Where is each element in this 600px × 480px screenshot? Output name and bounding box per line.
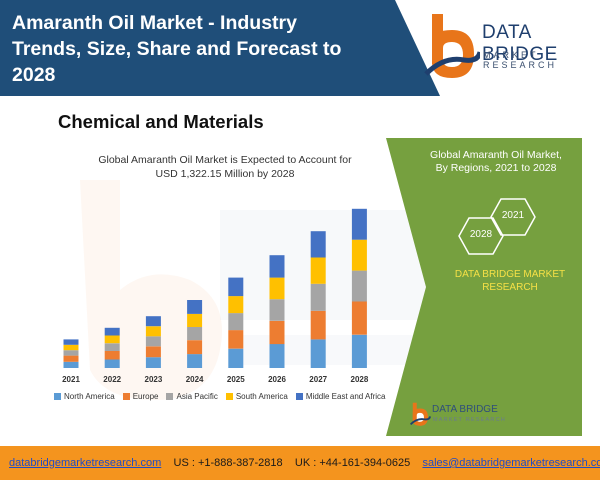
- legend-label: Middle East and Africa: [305, 392, 386, 401]
- legend-label: South America: [235, 392, 288, 401]
- bar-segment-2026-europe: [269, 320, 285, 345]
- bar-segment-2022-europe: [104, 351, 120, 360]
- bar-segment-2021-europe: [63, 355, 79, 362]
- hexagon-2021-label: 2021: [501, 210, 525, 221]
- legend-label: Europe: [132, 392, 159, 401]
- bar-segment-2021-asia-pacific: [63, 350, 79, 356]
- bar-segment-2025-middle-east-and-africa: [228, 277, 244, 297]
- bar-segment-2028-asia-pacific: [351, 270, 367, 302]
- header-banner: Amaranth Oil Market - Industry Trends, S…: [0, 0, 600, 96]
- legend-label: Asia Pacific: [176, 392, 218, 401]
- bar-segment-2025-asia-pacific: [228, 313, 244, 331]
- bar-segment-2028-middle-east-and-africa: [351, 208, 367, 240]
- bar-segment-2028-south-america: [351, 239, 367, 271]
- x-tick-label: 2026: [268, 375, 286, 384]
- legend-swatch: [295, 393, 303, 400]
- bar-segment-2027-europe: [310, 310, 326, 340]
- x-tick-label: 2027: [309, 375, 327, 384]
- small-logo-icon: [409, 402, 431, 426]
- small-brand-subtitle: MARKET RESEARCH: [433, 417, 506, 423]
- footer-bar: [0, 446, 600, 480]
- panel-brand-line-1: DATA BRIDGE MARKET: [454, 269, 566, 280]
- page-title: Amaranth Oil Market - Industry Trends, S…: [12, 10, 392, 88]
- bar-segment-2027-south-america: [310, 257, 326, 284]
- panel-title-line-1: Global Amaranth Oil Market,: [430, 149, 562, 161]
- footer-contacts: databridgemarketresearch.com US : +1-888…: [9, 457, 600, 469]
- bar-segment-2026-south-america: [269, 277, 285, 300]
- legend-item: Asia Pacific: [166, 392, 218, 401]
- data-bridge-logo-icon: [424, 14, 480, 78]
- bar-segment-2024-north-america: [187, 354, 203, 368]
- bar-segment-2024-middle-east-and-africa: [187, 300, 203, 314]
- panel-title: Global Amaranth Oil Market, By Regions, …: [421, 149, 571, 175]
- bar-segment-2022-middle-east-and-africa: [104, 327, 120, 336]
- bar-segment-2022-north-america: [104, 359, 120, 368]
- x-tick-label: 2025: [227, 375, 245, 384]
- hexagon-2021-icon: [490, 198, 536, 236]
- panel-title-line-2: By Regions, 2021 to 2028: [435, 162, 557, 174]
- bar-segment-2026-middle-east-and-africa: [269, 255, 285, 278]
- bar-segment-2028-north-america: [351, 334, 367, 368]
- legend-label: North America: [64, 392, 115, 401]
- bar-segment-2021-north-america: [63, 361, 79, 368]
- x-tick-label: 2022: [103, 375, 121, 384]
- hexagon-2028-icon: [458, 217, 504, 255]
- small-brand-name: DATA BRIDGE: [432, 404, 498, 415]
- brand-name: DATA BRIDGE: [482, 22, 558, 65]
- bar-segment-2025-europe: [228, 330, 244, 349]
- x-tick-label: 2028: [351, 375, 369, 384]
- bar-segment-2026-asia-pacific: [269, 299, 285, 321]
- legend-item: Europe: [122, 392, 159, 401]
- chart-title: Global Amaranth Oil Market is Expected t…: [60, 153, 390, 181]
- bar-segment-2025-south-america: [228, 296, 244, 314]
- bar-segment-2027-north-america: [310, 339, 326, 368]
- bar-segment-2024-asia-pacific: [187, 327, 203, 341]
- us-phone: US : +1-888-387-2818: [173, 457, 283, 469]
- bar-segment-2022-asia-pacific: [104, 343, 120, 351]
- legend-swatch: [54, 393, 61, 400]
- bar-segment-2023-middle-east-and-africa: [145, 316, 161, 327]
- panel-brand-line-2: RESEARCH: [482, 282, 538, 293]
- email-link[interactable]: sales@databridgemarketresearch.com: [422, 457, 600, 469]
- uk-phone: UK : +44-161-394-0625: [294, 457, 411, 469]
- chart-title-line-2: USD 1,322.15 Million by 2028: [155, 168, 295, 180]
- bar-segment-2028-europe: [351, 301, 367, 335]
- title-line-2: Trends, Size, Share and Forecast to: [12, 38, 342, 60]
- bar-segment-2023-asia-pacific: [145, 336, 161, 347]
- bar-segment-2023-north-america: [145, 357, 161, 368]
- legend-swatch: [166, 393, 174, 400]
- x-tick-label: 2021: [62, 375, 80, 384]
- x-tick-label: 2023: [145, 375, 163, 384]
- bar-segment-2026-north-america: [269, 344, 285, 368]
- header-blue-band: [0, 0, 440, 96]
- hexagon-2028-label: 2028: [469, 229, 493, 240]
- bar-segment-2027-middle-east-and-africa: [310, 231, 326, 258]
- title-line-1: Amaranth Oil Market - Industry: [12, 12, 297, 34]
- bar-segment-2024-europe: [187, 340, 203, 355]
- stacked-bar-chart: 2021 2022 2023 2024 2025 2026 2027 2028: [62, 208, 369, 384]
- section-heading: Chemical and Materials: [58, 111, 264, 132]
- legend-item: South America: [225, 392, 288, 401]
- bar-segment-2027-asia-pacific: [310, 283, 326, 311]
- brand-subtitle: MARKET RESEARCH: [483, 50, 558, 70]
- bar-segment-2025-north-america: [228, 348, 244, 368]
- x-tick-label: 2024: [186, 375, 204, 384]
- bar-segment-2022-south-america: [104, 335, 120, 344]
- legend-item: North America: [54, 392, 115, 401]
- chart-title-line-1: Global Amaranth Oil Market is Expected t…: [98, 154, 352, 166]
- bar-segment-2024-south-america: [187, 313, 203, 327]
- legend-item: Middle East and Africa: [295, 392, 386, 401]
- title-line-3: 2028: [12, 64, 56, 86]
- chart-legend: North America Europe Asia Pacific South Ame…: [54, 392, 385, 401]
- legend-swatch: [122, 393, 130, 400]
- legend-swatch: [225, 393, 233, 400]
- panel-brand: DATA BRIDGE MARKET RESEARCH: [450, 268, 570, 294]
- bar-segment-2021-middle-east-and-africa: [63, 339, 79, 345]
- bar-segment-2023-south-america: [145, 326, 161, 337]
- bar-segment-2023-europe: [145, 346, 161, 358]
- website-link[interactable]: databridgemarketresearch.com: [9, 457, 162, 469]
- bar-segment-2021-south-america: [63, 344, 79, 351]
